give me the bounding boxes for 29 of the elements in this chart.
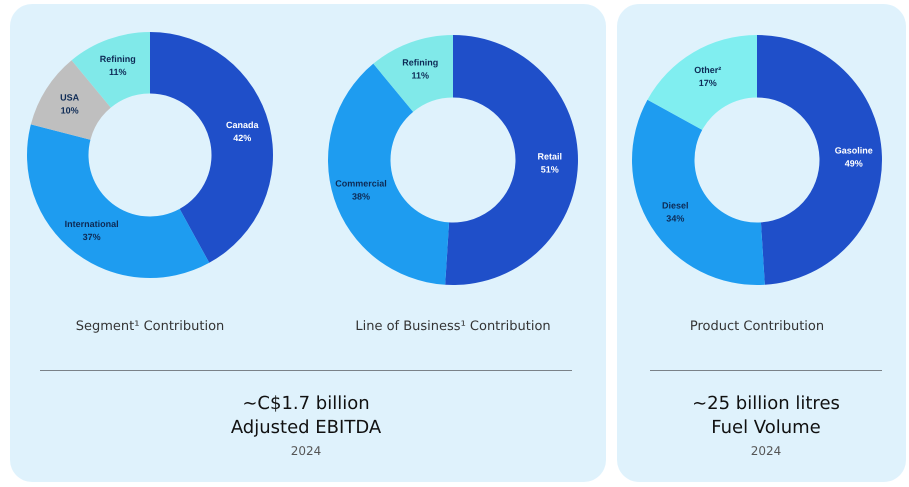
data-label: 17% xyxy=(698,78,717,88)
slice-label: Canada xyxy=(226,120,260,130)
data-label: 37% xyxy=(82,232,101,242)
data-label: 49% xyxy=(844,158,863,168)
text: Segment¹ Contribution xyxy=(76,319,224,334)
slice-label: Gasoline xyxy=(834,145,873,156)
text: Product Contribution xyxy=(690,319,824,334)
data-label: 11% xyxy=(108,66,126,77)
text: ~25 billion litres xyxy=(691,392,841,416)
data-label: 34% xyxy=(666,213,684,224)
slice-label: Retail xyxy=(537,152,562,162)
text: 2024 xyxy=(750,444,782,458)
data-label: 11% xyxy=(411,70,429,80)
slice-label: Commercial xyxy=(335,178,387,188)
slice-label: Refining xyxy=(402,57,438,68)
slice-label: USA xyxy=(60,92,80,102)
data-label: 51% xyxy=(540,164,559,175)
text: Line of Business¹ Contribution xyxy=(355,319,551,334)
slice-label: International xyxy=(64,218,119,229)
data-label: 10% xyxy=(60,105,79,116)
slice-label: Diesel xyxy=(662,200,689,210)
text: Adjusted EBITDA xyxy=(230,416,382,440)
data-label: 38% xyxy=(352,191,370,202)
text: Fuel Volume xyxy=(710,416,822,440)
text: 2024 xyxy=(290,444,322,458)
slice-label: Refining xyxy=(100,54,136,64)
data-label: 42% xyxy=(233,132,252,143)
text: ~C$1.7 billion xyxy=(241,392,371,416)
slice-label: Other² xyxy=(694,65,722,76)
